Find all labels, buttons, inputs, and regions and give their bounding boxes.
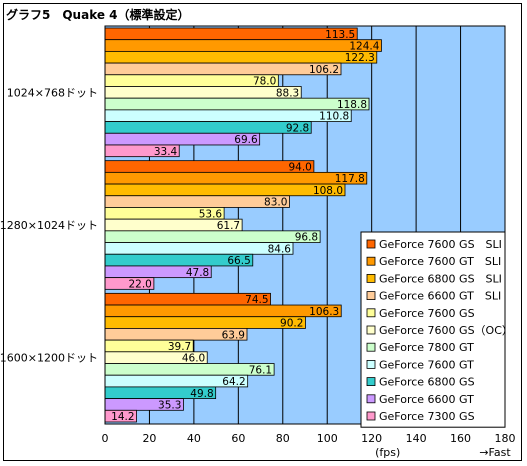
- value-label-11-3: 14.2: [111, 411, 134, 423]
- bar-8-2: [104, 242, 294, 255]
- bar-3-3: [104, 316, 306, 329]
- bar-4-2: [104, 195, 290, 208]
- legend-label-4: GeForce 6600 GT SLI: [379, 290, 501, 303]
- value-label-7-3: 76.1: [249, 364, 272, 376]
- legend-swatch-7: [366, 342, 376, 352]
- value-label-8-2: 84.6: [268, 243, 292, 255]
- value-label-3-3: 90.2: [280, 318, 303, 330]
- value-label-8-3: 64.2: [222, 376, 245, 388]
- value-label-5-3: 39.7: [168, 341, 191, 353]
- bar-6-1: [104, 86, 302, 99]
- value-label-9-1: 92.8: [286, 122, 309, 134]
- bar-7-1: [104, 97, 370, 111]
- x-tick-label-20: 20: [142, 432, 156, 445]
- value-label-5-2: 53.6: [199, 208, 223, 220]
- legend-swatch-10: [366, 394, 376, 404]
- legend-swatch-4: [366, 291, 376, 301]
- value-label-11-2: 22.0: [128, 278, 151, 290]
- plot-border: [104, 25, 506, 425]
- legend-swatch-5: [366, 308, 376, 318]
- legend-label-1: GeForce 7600 GS SLI: [379, 238, 502, 251]
- x-unit-label: (fps): [375, 446, 400, 459]
- category-label-3: 1600×1200ドット: [0, 352, 98, 365]
- bar-3-1: [104, 50, 378, 64]
- value-label-11-1: 33.4: [154, 146, 178, 158]
- legend-swatch-9: [366, 377, 376, 387]
- x-tick-label-140: 140: [406, 432, 427, 445]
- chart-title: グラフ5 Quake 4（標準設定）: [6, 8, 190, 22]
- bar-2-1: [104, 39, 382, 52]
- value-label-10-1: 69.6: [234, 134, 258, 146]
- legend-label-3: GeForce 6800 GS SLI: [379, 272, 502, 285]
- x-tick-label-40: 40: [187, 432, 201, 445]
- category-label-1: 1024×768ドット: [7, 86, 98, 99]
- x-direction-label: →Fast: [479, 446, 511, 459]
- value-label-5-1: 78.0: [253, 76, 276, 88]
- x-tick-label-0: 0: [102, 432, 109, 445]
- value-label-9-2: 66.5: [227, 255, 250, 267]
- bar-2-3: [104, 304, 342, 318]
- x-tick-label-160: 160: [450, 432, 471, 445]
- bar-9-1: [104, 121, 312, 134]
- legend-swatch-11: [366, 411, 376, 421]
- value-label-3-1: 122.3: [345, 52, 375, 64]
- value-label-7-2: 96.8: [295, 232, 318, 244]
- bar-2-2: [104, 171, 368, 185]
- value-label-4-3: 63.9: [222, 329, 245, 341]
- legend-swatch-2: [366, 256, 376, 266]
- legend-label-2: GeForce 7600 GT SLI: [379, 255, 501, 268]
- legend-label-10: GeForce 6600 GT: [379, 393, 474, 406]
- bar-4-1: [104, 62, 342, 76]
- value-label-6-3: 46.0: [182, 353, 205, 365]
- bar-1-2: [104, 160, 315, 173]
- value-label-4-1: 106.2: [309, 64, 339, 76]
- bar-3-2: [104, 183, 346, 197]
- value-label-1-1: 113.5: [325, 29, 355, 41]
- value-label-2-2: 117.8: [335, 173, 365, 185]
- value-label-6-2: 61.7: [217, 220, 240, 232]
- value-label-1-3: 74.5: [245, 294, 268, 306]
- x-tick-label-60: 60: [231, 432, 245, 445]
- value-label-4-2: 83.0: [264, 197, 287, 209]
- legend-swatch-6: [366, 325, 376, 335]
- value-label-10-3: 35.3: [158, 399, 181, 411]
- legend-swatch-1: [366, 239, 376, 249]
- value-label-3-2: 108.0: [313, 185, 343, 197]
- value-label-8-1: 110.8: [319, 111, 349, 123]
- value-label-10-2: 47.8: [186, 267, 209, 279]
- value-label-7-1: 118.8: [337, 99, 367, 111]
- legend-box: [360, 231, 506, 428]
- x-tick-label-180: 180: [495, 432, 516, 445]
- legend-label-5: GeForce 7600 GS: [379, 307, 475, 320]
- legend-label-6: GeForce 7600 GS（OC）: [379, 324, 513, 337]
- value-label-9-3: 49.8: [190, 388, 213, 400]
- x-tick-label-100: 100: [317, 432, 338, 445]
- bar-1-1: [104, 27, 358, 41]
- legend-swatch-3: [366, 273, 376, 283]
- value-label-2-3: 106.3: [309, 306, 339, 318]
- x-tick-label-120: 120: [361, 432, 382, 445]
- legend-label-7: GeForce 7800 GT: [379, 341, 474, 354]
- bar-7-2: [104, 230, 321, 243]
- legend-label-8: GeForce 7600 GT: [379, 358, 474, 371]
- legend-label-9: GeForce 6800 GS: [379, 376, 475, 389]
- bar-8-1: [104, 109, 352, 122]
- value-label-6-1: 88.3: [276, 87, 299, 99]
- value-label-2-1: 124.4: [349, 41, 379, 53]
- value-label-1-2: 94.0: [288, 162, 311, 174]
- legend-label-11: GeForce 7300 GS: [379, 410, 475, 423]
- legend-swatch-8: [366, 359, 376, 369]
- x-tick-label-80: 80: [276, 432, 290, 445]
- category-label-2: 1280×1024ドット: [0, 219, 98, 232]
